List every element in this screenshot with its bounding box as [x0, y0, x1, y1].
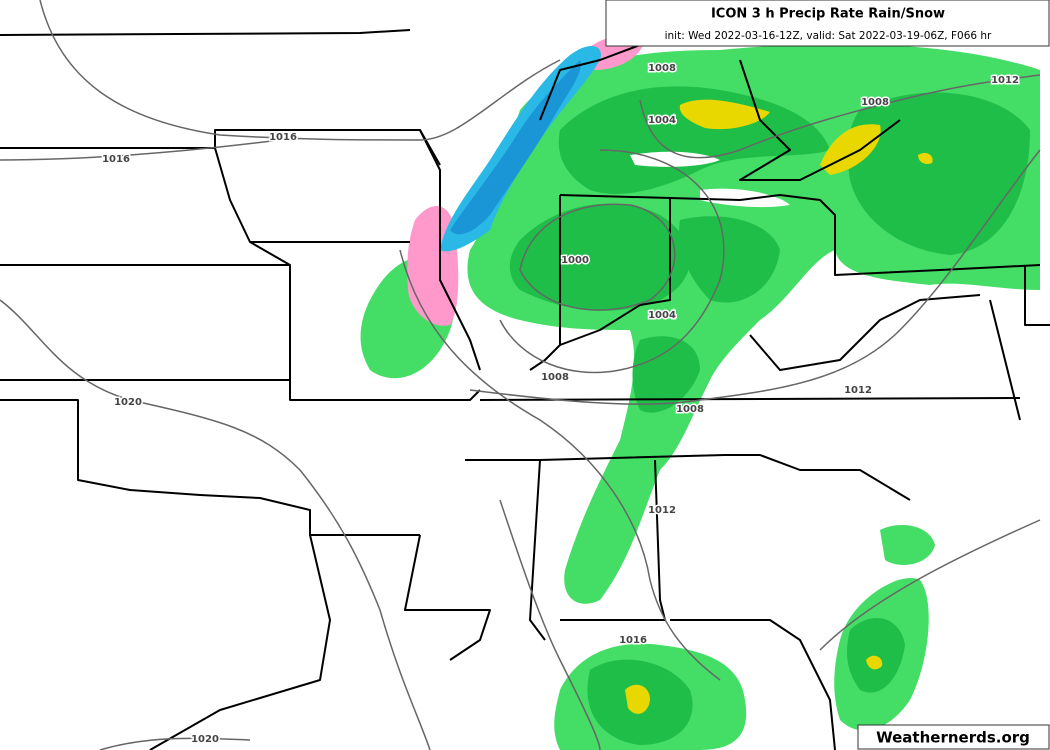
isobar-label: 1016	[619, 635, 647, 646]
precip-snow	[407, 35, 645, 326]
isobar-label: 1004	[648, 310, 676, 321]
map-title: ICON 3 h Precip Rate Rain/Snow	[711, 7, 945, 22]
isobar-label: 1008	[676, 404, 704, 415]
isobar-label: 1008	[861, 97, 889, 108]
title-box	[605, 0, 1050, 47]
isobar-label: 1008	[541, 372, 569, 383]
isobar-label: 1012	[991, 75, 1019, 86]
isobar-label: 1020	[114, 397, 142, 408]
isobar-label: 1004	[648, 115, 676, 126]
isobar-label: 1020	[191, 734, 219, 745]
isobar-label: 1016	[269, 132, 297, 143]
isobar-label: 1012	[844, 385, 872, 396]
watermark-box	[857, 724, 1050, 750]
isobar-label: 1012	[648, 505, 676, 516]
state-borders	[0, 29, 1050, 750]
isobar-label: 1008	[648, 63, 676, 74]
isobar-label: 1016	[102, 154, 130, 165]
map-subtitle: init: Wed 2022-03-16-12Z, valid: Sat 202…	[665, 30, 992, 42]
isobar-label: 1000	[561, 255, 589, 266]
watermark: Weathernerds.org	[876, 729, 1030, 747]
isobar-labels: 1008 1012 1008 1004 1016 1016 1000 1004 1008 1008…	[101, 62, 1021, 747]
